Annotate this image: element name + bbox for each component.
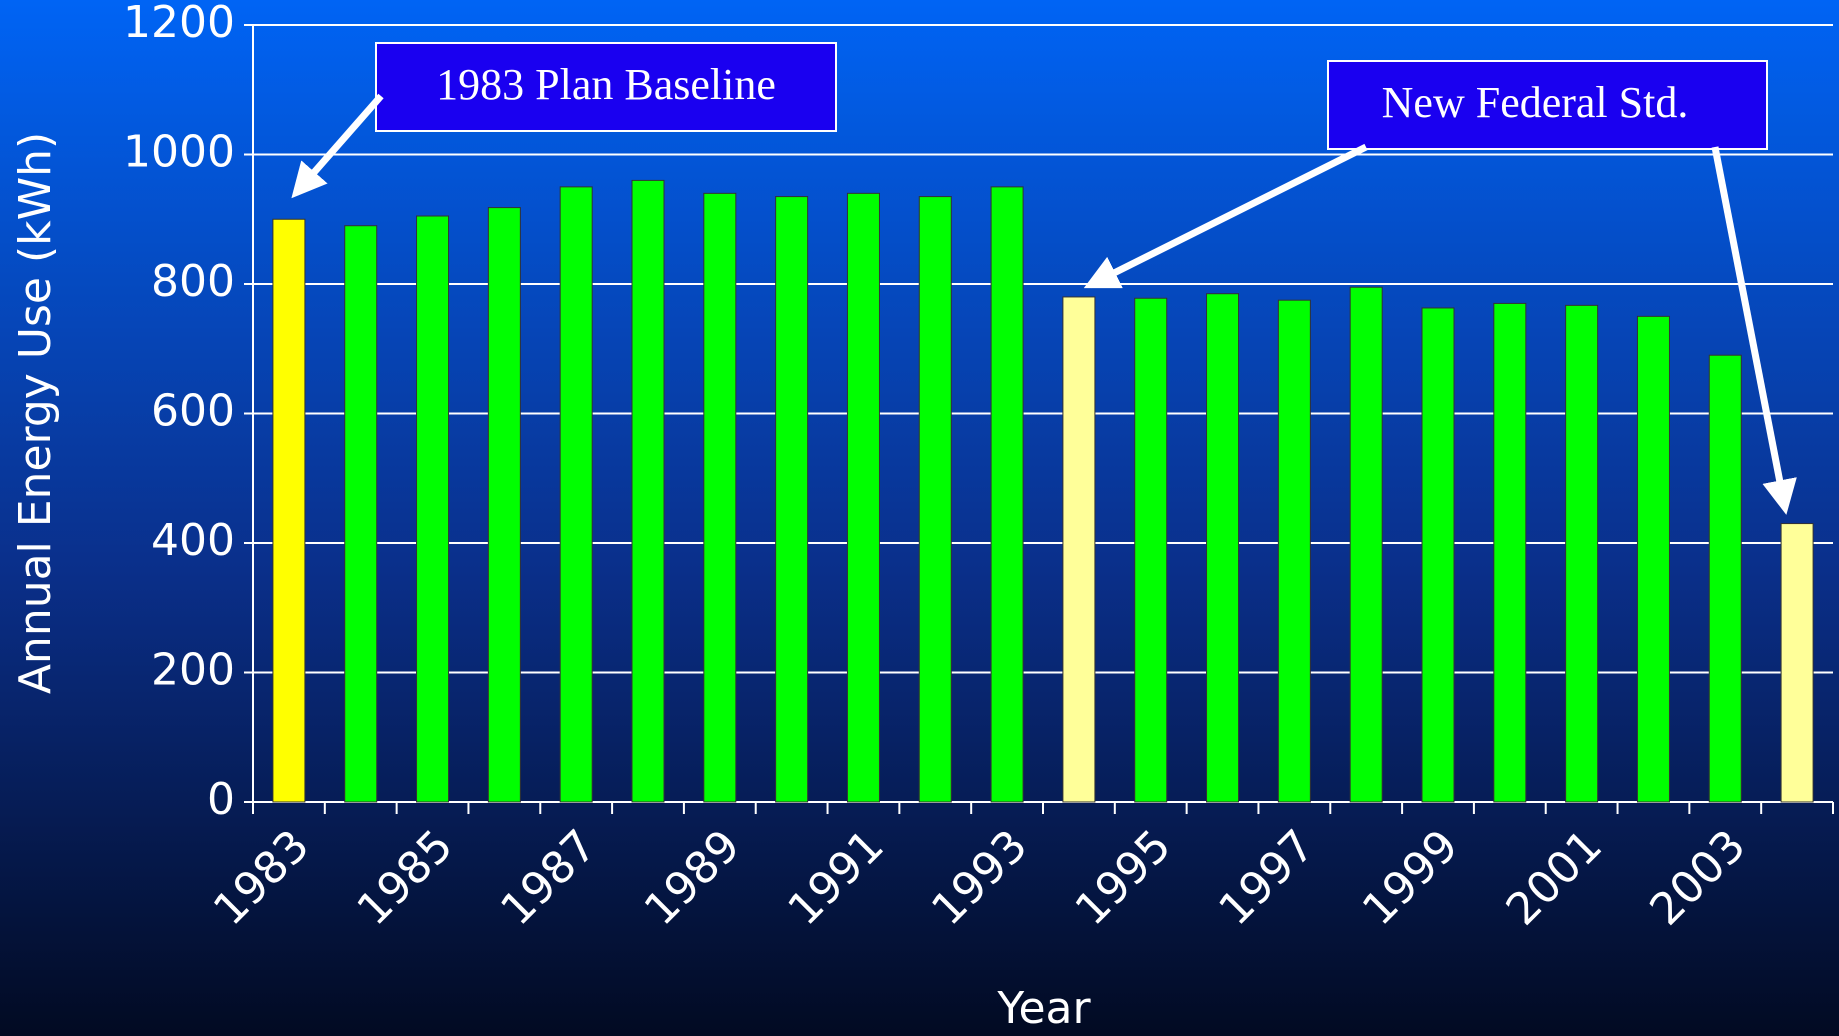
bar — [846, 192, 880, 803]
bar — [631, 179, 665, 803]
bar — [272, 218, 306, 803]
bar — [344, 225, 378, 803]
annotation-box — [375, 42, 837, 132]
bar — [1565, 304, 1599, 803]
arrow — [1711, 146, 1797, 515]
bar — [1206, 293, 1240, 803]
bar — [416, 215, 450, 803]
bar — [775, 196, 809, 803]
bar — [990, 186, 1024, 803]
annotation: New Federal Std. — [1382, 78, 1689, 127]
bar — [1493, 302, 1527, 803]
bar — [1636, 315, 1670, 803]
annotation: 1983 Plan Baseline — [436, 60, 776, 109]
bar — [1134, 297, 1168, 803]
y-axis-title: Annual Energy Use (kWh) — [10, 132, 61, 694]
y-tick-label: 1200 — [123, 0, 235, 48]
y-tick-label: 0 — [207, 774, 235, 825]
arrow — [1083, 143, 1368, 289]
bar — [918, 196, 952, 803]
bar — [1349, 286, 1383, 803]
bar — [559, 186, 593, 803]
bar — [1277, 299, 1311, 803]
bar — [1062, 296, 1096, 803]
y-tick-label: 600 — [151, 386, 235, 437]
annotation-box — [1327, 60, 1768, 150]
y-tick-label: 200 — [151, 645, 235, 696]
bar — [1421, 307, 1455, 803]
arrow — [291, 93, 384, 199]
bar — [703, 192, 737, 803]
y-tick-label: 400 — [151, 515, 235, 566]
y-tick-label: 800 — [151, 256, 235, 307]
bar — [1780, 523, 1814, 803]
x-axis-title: Year — [996, 983, 1091, 1034]
y-tick-label: 1000 — [123, 127, 235, 178]
bar — [1708, 354, 1742, 803]
bar — [487, 207, 521, 803]
